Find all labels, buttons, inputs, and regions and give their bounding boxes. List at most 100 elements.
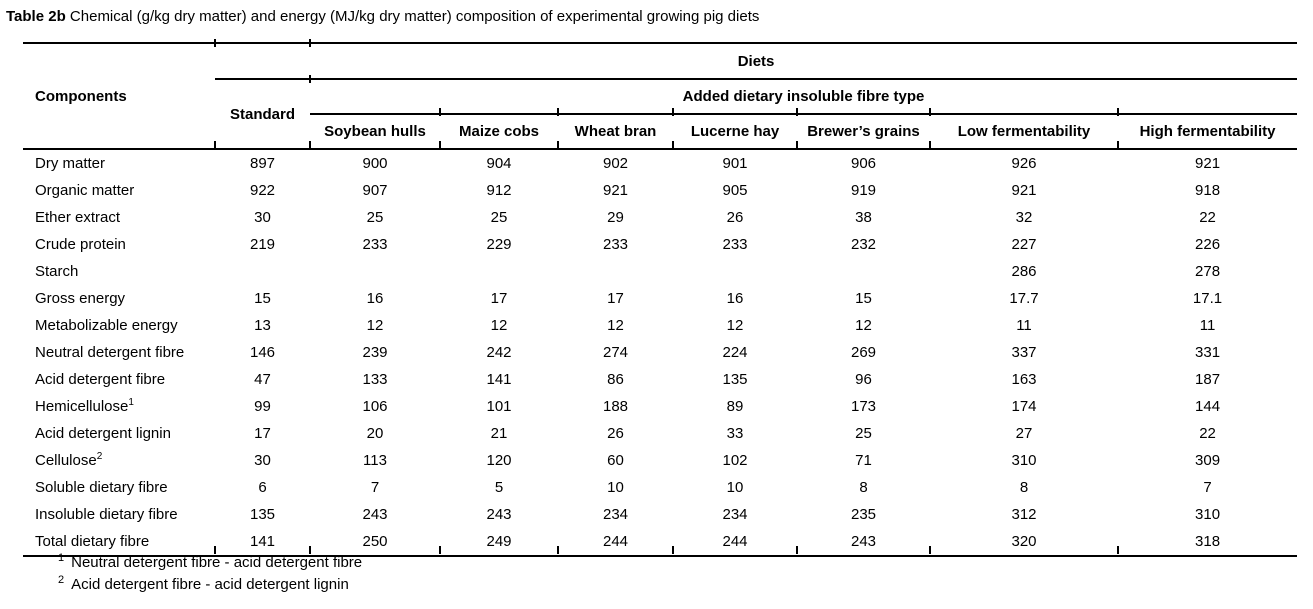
footnote: 1 Neutral detergent fibre - acid detergen… (58, 552, 362, 574)
table-row: Metabolizable energy 13 12 12 12 12 12 11 11 (23, 312, 1297, 339)
row-label: Cellulose2 (23, 447, 215, 474)
col-header-group-added-fibre: Added dietary insoluble fibre type (310, 79, 1298, 115)
value-cell: 10 (607, 479, 624, 496)
value-cell: 106 (362, 398, 388, 415)
value-cell: 233 (722, 236, 748, 253)
value-cell: 22 (1199, 209, 1216, 226)
table-row: Ether extract 30 25 25 29 26 38 32 22 (23, 204, 1297, 231)
column-boundary-tick (557, 141, 559, 149)
column-boundary-tick (1117, 141, 1119, 149)
value-cell: 286 (1011, 263, 1037, 280)
column-boundary-tick (796, 546, 798, 554)
value-cell: 15 (254, 290, 271, 307)
value-cell: 5 (494, 479, 504, 496)
value-cell: 38 (855, 209, 872, 226)
column-boundary-tick (439, 546, 441, 554)
row-label: Soluble dietary fibre (23, 474, 215, 501)
row-label: Ether extract (23, 204, 215, 231)
table-row: Acid detergent lignin 17 20 21 26 33 25 27 22 (23, 420, 1297, 447)
value-cell (558, 258, 673, 285)
value-cell: 12 (726, 317, 744, 334)
value-cell: 141 (215, 528, 310, 557)
column-boundary-tick (309, 141, 311, 149)
value-cell: 243 (486, 506, 512, 523)
table-row: Neutral detergent fibre 146 239 242 274 224 26… (23, 339, 1297, 366)
value-cell: 926 (1011, 155, 1037, 172)
value-cell: 135 (722, 371, 748, 388)
footnotes: 1 Neutral detergent fibre - acid detergen… (58, 552, 362, 596)
row-label: Organic matter (23, 177, 215, 204)
value-cell: 243 (797, 528, 930, 557)
table-row: Gross energy 15 16 17 17 16 15 17.7 17.1 (23, 285, 1297, 312)
value-cell: 25 (855, 425, 872, 442)
table-row: Hemicellulose1 99 106 101 188 89 173 174 144 (23, 393, 1297, 420)
value-cell (215, 258, 310, 285)
value-cell: 25 (366, 209, 384, 226)
value-cell: 71 (855, 452, 872, 469)
column-boundary-tick (214, 546, 216, 554)
value-cell: 146 (249, 344, 276, 361)
value-cell: 243 (362, 506, 388, 523)
column-boundary-tick (557, 546, 559, 554)
value-cell: 310 (1195, 506, 1221, 523)
value-cell: 174 (1011, 398, 1037, 415)
col-header-components: Components (23, 43, 215, 150)
column-boundary-tick (929, 108, 931, 116)
row-label: Hemicellulose1 (23, 393, 215, 420)
value-cell: 921 (1011, 182, 1037, 199)
column-boundary-tick (309, 75, 311, 83)
value-cell: 17.7 (1009, 290, 1039, 307)
value-cell: 249 (440, 528, 558, 557)
value-cell: 17 (254, 425, 271, 442)
footnote-number: 1 (58, 552, 65, 564)
table-container: Components Diets Standard Added dietary … (23, 39, 1298, 557)
value-cell: 337 (1011, 344, 1037, 361)
value-cell: 897 (249, 155, 276, 172)
value-cell: 188 (602, 398, 629, 415)
column-boundary-tick (439, 108, 441, 116)
value-cell: 278 (1195, 263, 1221, 280)
header-row-diets: Components Diets (23, 43, 1298, 150)
col-header-high-fermentability: High fermentability (1118, 114, 1298, 150)
row-label: Acid detergent lignin (23, 420, 215, 447)
header-row-fibre-group: Standard Added dietary insoluble fibre t… (23, 79, 1298, 150)
row-label: Metabolizable energy (23, 312, 215, 339)
value-cell: 133 (362, 371, 388, 388)
col-header-standard: Standard (215, 79, 310, 150)
value-cell: 7 (1203, 479, 1212, 496)
row-label: Total dietary fibre (23, 528, 215, 557)
value-cell: 47 (254, 371, 271, 388)
value-cell: 96 (855, 371, 872, 388)
footnote-marker: 2 (96, 451, 103, 462)
value-cell: 33 (726, 425, 744, 442)
value-cell: 173 (850, 398, 877, 415)
value-cell: 113 (363, 452, 387, 469)
value-cell: 11 (1016, 317, 1032, 334)
column-boundary-tick (214, 39, 216, 47)
value-cell (310, 258, 440, 285)
value-cell: 17 (607, 290, 624, 307)
row-label: Acid detergent fibre (23, 366, 215, 393)
table-row: Organic matter 922 907 912 921 905 919 921 918 (23, 177, 1297, 204)
value-cell: 921 (602, 182, 629, 199)
value-cell: 219 (249, 236, 276, 253)
table-caption: Table 2b Chemical (g/kg dry matter) and … (6, 7, 759, 26)
column-boundary-tick (796, 108, 798, 116)
value-cell: 12 (490, 317, 508, 334)
value-cell: 234 (602, 506, 629, 523)
column-boundary-tick (557, 108, 559, 116)
value-cell (440, 258, 558, 285)
value-cell: 6 (258, 479, 267, 496)
value-cell: 32 (1015, 209, 1033, 226)
component-name: Crude protein (35, 236, 126, 253)
value-cell: 11 (1199, 317, 1216, 334)
value-cell: 919 (850, 182, 877, 199)
component-name: Hemicellulose (35, 398, 129, 415)
value-cell: 25 (490, 209, 508, 226)
column-boundary-tick (1117, 546, 1119, 554)
table-row: Insoluble dietary fibre 135 243 243 234 234 23… (23, 501, 1297, 528)
column-boundary-tick (1117, 108, 1119, 116)
value-cell: 15 (855, 290, 872, 307)
value-cell: 900 (362, 155, 388, 172)
table-row: Cellulose2 30 113 120 60 102 71 310 309 (23, 447, 1297, 474)
